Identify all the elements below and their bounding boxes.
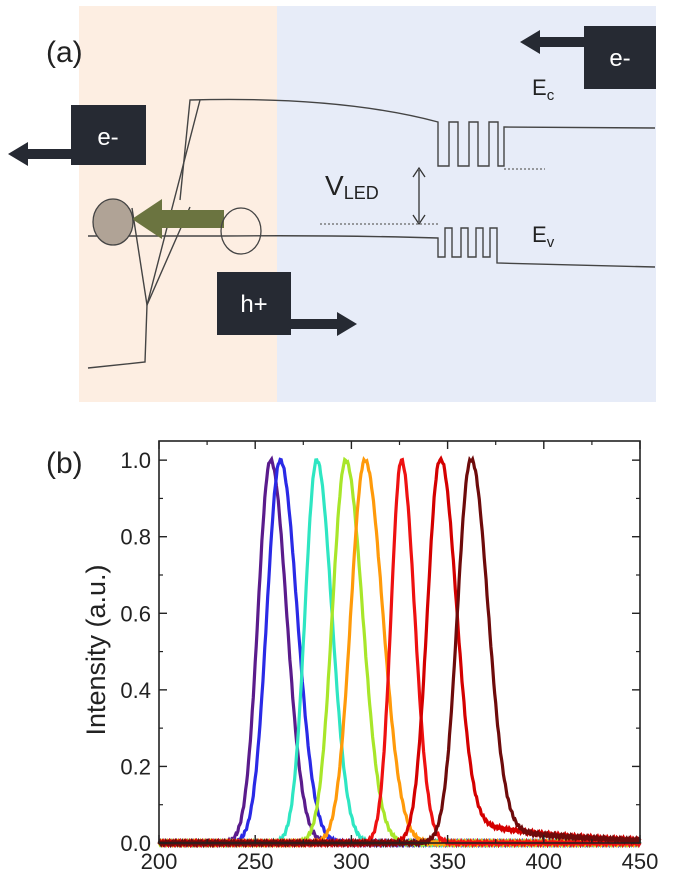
electron-right-label: e- (609, 45, 630, 72)
panel-a: (a) VLED Ec Ev e- (8, 6, 656, 402)
hole-box (217, 272, 291, 335)
electron-left-box (71, 105, 146, 165)
spectrum-line-5 (158, 455, 642, 849)
y-axis-label: Intensity (a.u.) (81, 564, 111, 735)
empty-state-circle (220, 207, 262, 255)
tick-labels: 200 250 300 350 400 450 0.0 0.2 0.4 0.6 0.8 1.0 (120, 448, 658, 874)
x-tick-label: 350 (429, 849, 466, 874)
hole-arrow (291, 312, 357, 336)
ec-label: Ec (532, 75, 555, 104)
electron-right-box (584, 26, 656, 89)
vled-arrow-head-bottom (412, 214, 426, 226)
y-tick-label: 0.0 (120, 831, 151, 856)
spectrum-line-8 (157, 455, 641, 849)
panel-b-label: (b) (46, 447, 83, 480)
electron-right-arrow (520, 30, 584, 54)
y-tick-label: 0.8 (120, 525, 151, 550)
y-tick-label: 0.2 (120, 754, 151, 779)
hole-callout: h+ (217, 272, 357, 336)
x-tick-label: 400 (525, 849, 562, 874)
hole-filled-circle (92, 198, 134, 246)
x-tick-label: 250 (237, 849, 274, 874)
electron-left-label: e- (97, 124, 118, 151)
ev-label: Ev (532, 222, 555, 251)
spectra-lines (157, 455, 642, 849)
electron-right-callout: e- (520, 26, 656, 89)
conduction-band (179, 98, 656, 201)
exciton-transfer-arrow (132, 199, 224, 239)
x-tick-label: 300 (333, 849, 370, 874)
panel-b: (b) Intensity (a.u.) 200 250 300 350 400 450 0… (46, 440, 658, 874)
y-tick-label: 1.0 (120, 448, 151, 473)
vled-arrow-head-top (412, 166, 426, 178)
electron-left-callout: e- (8, 105, 146, 166)
tunnel-junction-zigzag (131, 206, 191, 308)
valence-band (88, 227, 656, 268)
x-tick-label: 450 (622, 849, 659, 874)
x-tick-label: 200 (141, 849, 178, 874)
chart-axes (158, 440, 641, 844)
y-tick-label: 0.6 (120, 601, 151, 626)
electron-left-arrow (8, 142, 71, 166)
y-tick-label: 0.4 (120, 678, 151, 703)
hole-label: h+ (240, 291, 267, 318)
vled-label: VLED (325, 170, 379, 203)
tunnel-junction-line (87, 99, 201, 369)
panel-a-label: (a) (46, 36, 83, 69)
